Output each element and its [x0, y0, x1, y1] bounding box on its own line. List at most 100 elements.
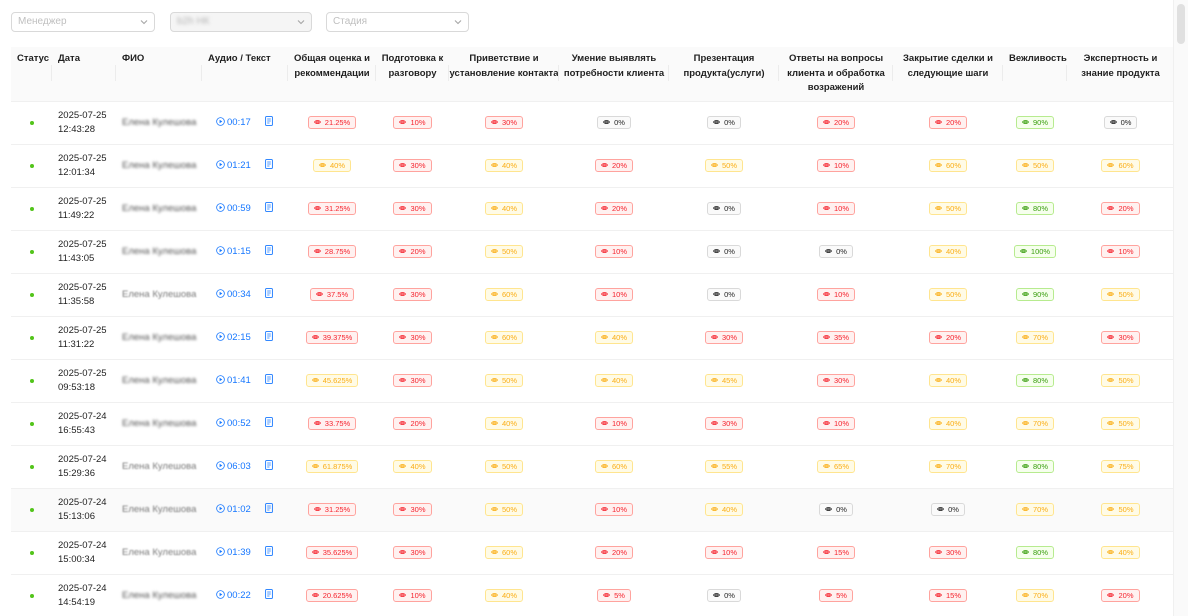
transcript-icon[interactable] [264, 417, 273, 430]
audio-duration[interactable]: 00:52 [227, 418, 251, 429]
score-tag[interactable]: 31.25% [307, 503, 357, 516]
transcript-icon[interactable] [264, 159, 273, 172]
score-tag[interactable]: 0% [707, 288, 741, 301]
transcript-icon[interactable] [264, 245, 273, 258]
score-tag[interactable]: 20% [1101, 202, 1140, 215]
score-tag[interactable]: 60% [928, 159, 967, 172]
score-tag[interactable]: 10% [594, 288, 633, 301]
stage-select[interactable]: Стадия [326, 12, 469, 32]
score-tag[interactable]: 55% [704, 460, 743, 473]
audio-duration[interactable]: 01:39 [227, 547, 251, 558]
score-tag[interactable]: 80% [1015, 374, 1054, 387]
score-tag[interactable]: 10% [594, 417, 633, 430]
audio-duration[interactable]: 06:03 [227, 461, 251, 472]
score-tag[interactable]: 40% [484, 159, 523, 172]
score-tag[interactable]: 40% [594, 331, 633, 344]
score-tag[interactable]: 50% [484, 503, 523, 516]
score-tag[interactable]: 37.5% [309, 288, 355, 301]
table-row[interactable]: 2025-07-25 11:35:58 Елена Кулешова 00:34 37.… [11, 273, 1174, 317]
score-tag[interactable]: 60% [484, 331, 523, 344]
score-tag[interactable]: 5% [597, 589, 631, 602]
score-tag[interactable]: 31.25% [307, 202, 357, 215]
score-tag[interactable]: 50% [1015, 159, 1054, 172]
score-tag[interactable]: 75% [1101, 460, 1140, 473]
scrollbar-thumb[interactable] [1177, 4, 1185, 44]
audio-duration[interactable]: 00:59 [227, 203, 251, 214]
score-tag[interactable]: 40% [484, 202, 523, 215]
score-tag[interactable]: 15% [928, 589, 967, 602]
score-tag[interactable]: 20% [928, 331, 967, 344]
audio-duration[interactable]: 02:15 [227, 332, 251, 343]
audio-duration[interactable]: 01:02 [227, 504, 251, 515]
transcript-icon[interactable] [264, 116, 273, 129]
score-tag[interactable]: 50% [1101, 288, 1140, 301]
score-tag[interactable]: 40% [1101, 546, 1140, 559]
score-tag[interactable]: 10% [816, 417, 855, 430]
score-tag[interactable]: 50% [484, 245, 523, 258]
score-tag[interactable]: 10% [816, 202, 855, 215]
score-tag[interactable]: 60% [484, 546, 523, 559]
score-tag[interactable]: 30% [704, 331, 743, 344]
score-tag[interactable]: 45.625% [305, 374, 359, 387]
transcript-icon[interactable] [264, 202, 273, 215]
play-icon[interactable] [216, 589, 225, 602]
score-tag[interactable]: 50% [1101, 503, 1140, 516]
score-tag[interactable]: 50% [704, 159, 743, 172]
table-row[interactable]: 2025-07-25 11:43:05 Елена Кулешова 01:15 28.… [11, 230, 1174, 274]
table-row[interactable]: 2025-07-25 11:49:22 Елена Кулешова 00:59 31.… [11, 187, 1174, 231]
score-tag[interactable]: 10% [594, 503, 633, 516]
manager-select[interactable]: Менеджер [11, 12, 155, 32]
score-tag[interactable]: 35% [816, 331, 855, 344]
score-tag[interactable]: 0% [707, 245, 741, 258]
score-tag[interactable]: 90% [1015, 116, 1054, 129]
score-tag[interactable]: 15% [816, 546, 855, 559]
score-tag[interactable]: 28.75% [307, 245, 357, 258]
audio-duration[interactable]: 00:17 [227, 117, 251, 128]
play-icon[interactable] [216, 546, 225, 559]
score-tag[interactable]: 10% [704, 546, 743, 559]
score-tag[interactable]: 39.375% [305, 331, 359, 344]
score-tag[interactable]: 50% [928, 202, 967, 215]
transcript-icon[interactable] [264, 589, 273, 602]
score-tag[interactable]: 70% [1015, 331, 1054, 344]
audio-duration[interactable]: 00:34 [227, 289, 251, 300]
score-tag[interactable]: 45% [704, 374, 743, 387]
score-tag[interactable]: 70% [1015, 503, 1054, 516]
score-tag[interactable]: 50% [1101, 374, 1140, 387]
score-tag[interactable]: 0% [707, 202, 741, 215]
table-row[interactable]: 2025-07-25 12:43:28 Елена Кулешова 00:17 21.… [11, 101, 1174, 145]
score-tag[interactable]: 40% [594, 374, 633, 387]
table-row[interactable]: 2025-07-24 15:13:06 Елена Кулешова 01:02 31.… [11, 488, 1174, 532]
score-tag[interactable]: 0% [931, 503, 965, 516]
score-tag[interactable]: 40% [484, 417, 523, 430]
score-tag[interactable]: 30% [484, 116, 523, 129]
score-tag[interactable]: 80% [1015, 546, 1054, 559]
score-tag[interactable]: 20% [928, 116, 967, 129]
play-icon[interactable] [216, 159, 225, 172]
score-tag[interactable]: 20% [594, 159, 633, 172]
play-icon[interactable] [216, 331, 225, 344]
score-tag[interactable]: 50% [484, 374, 523, 387]
score-tag[interactable]: 80% [1015, 202, 1054, 215]
score-tag[interactable]: 30% [704, 417, 743, 430]
score-tag[interactable]: 40% [928, 417, 967, 430]
transcript-icon[interactable] [264, 503, 273, 516]
score-tag[interactable]: 70% [928, 460, 967, 473]
score-tag[interactable]: 21.25% [307, 116, 357, 129]
score-tag[interactable]: 40% [928, 245, 967, 258]
score-tag[interactable]: 20% [816, 116, 855, 129]
table-row[interactable]: 2025-07-24 15:29:36 Елена Кулешова 06:03 61.… [11, 445, 1174, 489]
score-tag[interactable]: 70% [1015, 589, 1054, 602]
score-tag[interactable]: 65% [816, 460, 855, 473]
play-icon[interactable] [216, 417, 225, 430]
score-tag[interactable]: 0% [819, 245, 853, 258]
score-tag[interactable]: 20% [594, 546, 633, 559]
table-row[interactable]: 2025-07-24 14:54:19 Елена Кулешова 00:22 20.… [11, 574, 1174, 616]
score-tag[interactable]: 30% [393, 374, 432, 387]
score-tag[interactable]: 30% [393, 331, 432, 344]
score-tag[interactable]: 60% [594, 460, 633, 473]
audio-duration[interactable]: 01:41 [227, 375, 251, 386]
score-tag[interactable]: 50% [1101, 417, 1140, 430]
audio-duration[interactable]: 00:22 [227, 590, 251, 601]
play-icon[interactable] [216, 460, 225, 473]
